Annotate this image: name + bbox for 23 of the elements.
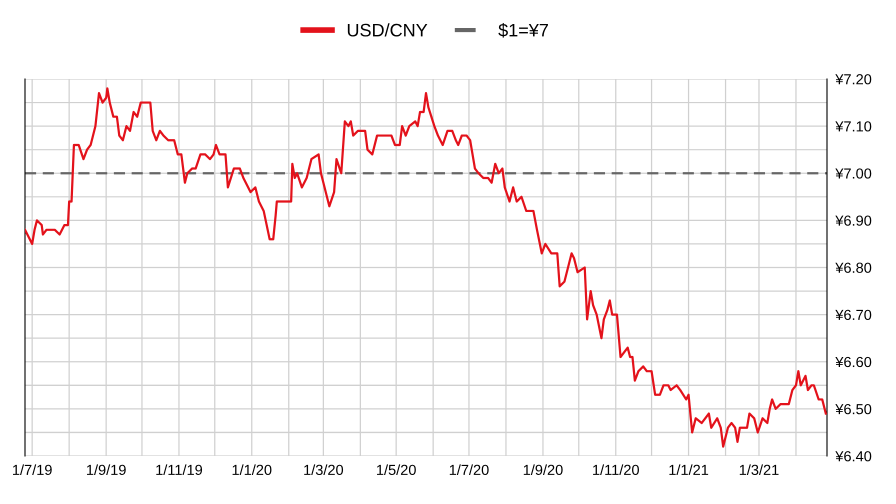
x-tick-label: 1/7/19 [13, 464, 52, 476]
y-tick-label: ¥6.80 [835, 262, 872, 273]
y-tick-label: ¥7.00 [835, 168, 872, 179]
y-tick-label: ¥6.40 [835, 451, 872, 462]
x-tick-label: 1/7/20 [450, 464, 489, 476]
line-series [25, 87, 827, 448]
y-tick-label: ¥6.50 [835, 404, 872, 414]
y-tick-label: ¥6.70 [835, 310, 872, 320]
x-tick-label: 1/3/20 [304, 464, 344, 476]
x-tick-label: 1/11/19 [156, 464, 202, 476]
y-tick-label: ¥6.90 [835, 215, 872, 226]
x-tick-label: 1/11/20 [593, 464, 639, 476]
x-tick-label: 1/1/21 [669, 464, 708, 476]
x-tick-label: 1/9/19 [86, 464, 126, 476]
x-tick-label: 1/1/20 [232, 464, 272, 476]
legend-label: USD/CNY [348, 23, 428, 37]
x-tick-label: 1/9/20 [524, 464, 563, 476]
x-tick-label: 1/5/20 [377, 464, 416, 476]
y-tick-label: ¥6.60 [835, 356, 872, 368]
x-tick-label: 1/3/21 [740, 464, 779, 476]
legend-label: $1=¥7 [498, 23, 548, 38]
y-tick-label: ¥7.10 [835, 121, 872, 132]
y-tick-label: ¥7.20 [835, 74, 872, 84]
